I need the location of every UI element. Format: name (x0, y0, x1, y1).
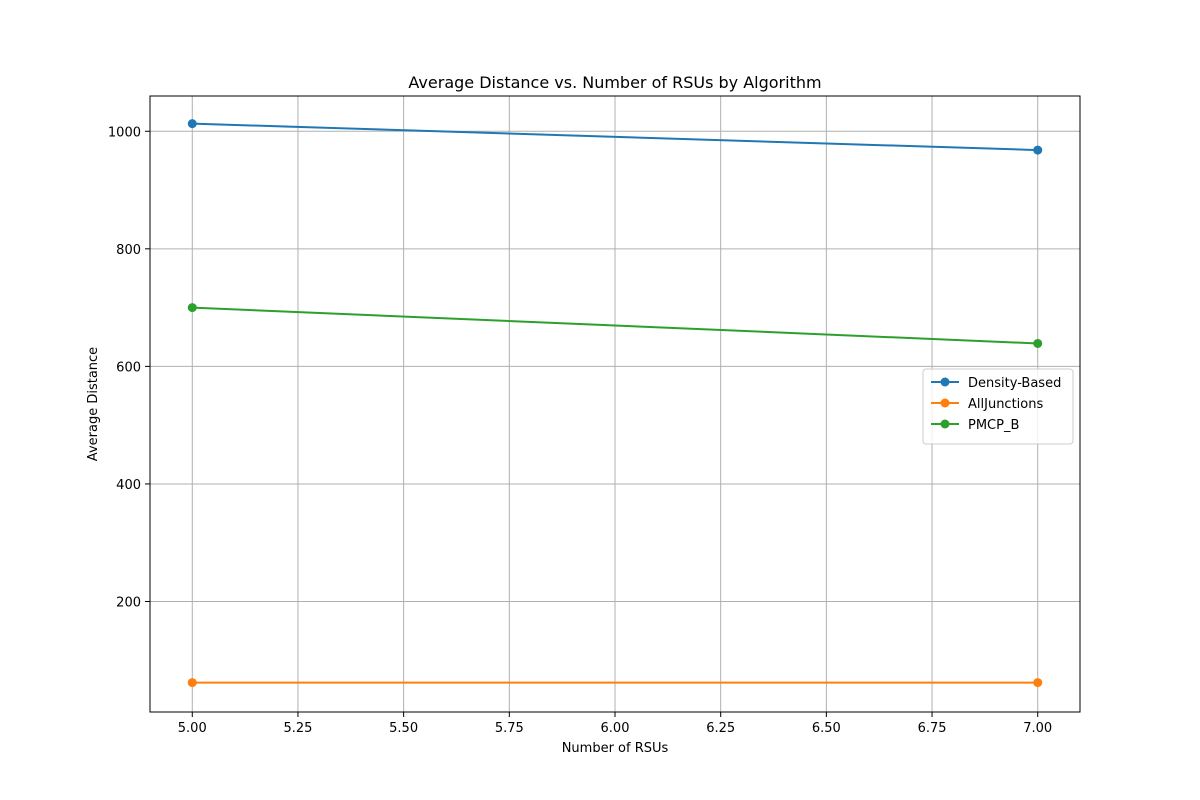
y-axis-label: Average Distance (86, 347, 101, 461)
data-point (187, 678, 197, 688)
x-axis-label: Number of RSUs (562, 741, 669, 756)
x-tick-label: 5.75 (495, 721, 524, 736)
data-point (1033, 678, 1043, 688)
x-tick-label: 5.25 (283, 721, 312, 736)
y-tick-label: 600 (116, 360, 141, 375)
series-group (187, 119, 1043, 688)
legend-marker (940, 377, 950, 387)
series-line (192, 306, 1038, 345)
legend-marker (940, 419, 950, 429)
grid-lines (150, 96, 1080, 712)
data-point (187, 119, 197, 129)
x-tick-label: 5.50 (389, 721, 418, 736)
data-point (187, 303, 197, 313)
x-tick-label: 5.00 (178, 721, 207, 736)
x-tick-label: 6.50 (812, 721, 841, 736)
x-tick-label: 7.00 (1023, 721, 1052, 736)
y-tick-label: 800 (116, 243, 141, 258)
axis-ticks: 5.00 5.25 5.50 5.75 6.00 6.25 6.50 6.75 7.00 200 4… (108, 125, 1052, 736)
legend-label: Density-Based (968, 376, 1061, 391)
y-tick-label: 400 (116, 478, 141, 493)
legend-box (922, 368, 1074, 445)
legend-label: PMCP_B (968, 418, 1019, 433)
legend: Density-Based AllJunctions PMCP_B (922, 368, 1074, 445)
x-tick-label: 6.25 (706, 721, 735, 736)
legend-label: AllJunctions (968, 397, 1043, 412)
legend-marker (940, 398, 950, 408)
data-point (1033, 145, 1043, 155)
x-tick-label: 6.75 (918, 721, 947, 736)
x-tick-label: 6.00 (601, 721, 630, 736)
series-line (192, 122, 1038, 152)
y-tick-label: 1000 (108, 125, 141, 140)
chart-title: Average Distance vs. Number of RSUs by A… (408, 73, 821, 92)
data-point (1033, 338, 1043, 348)
y-tick-label: 200 (116, 595, 141, 610)
